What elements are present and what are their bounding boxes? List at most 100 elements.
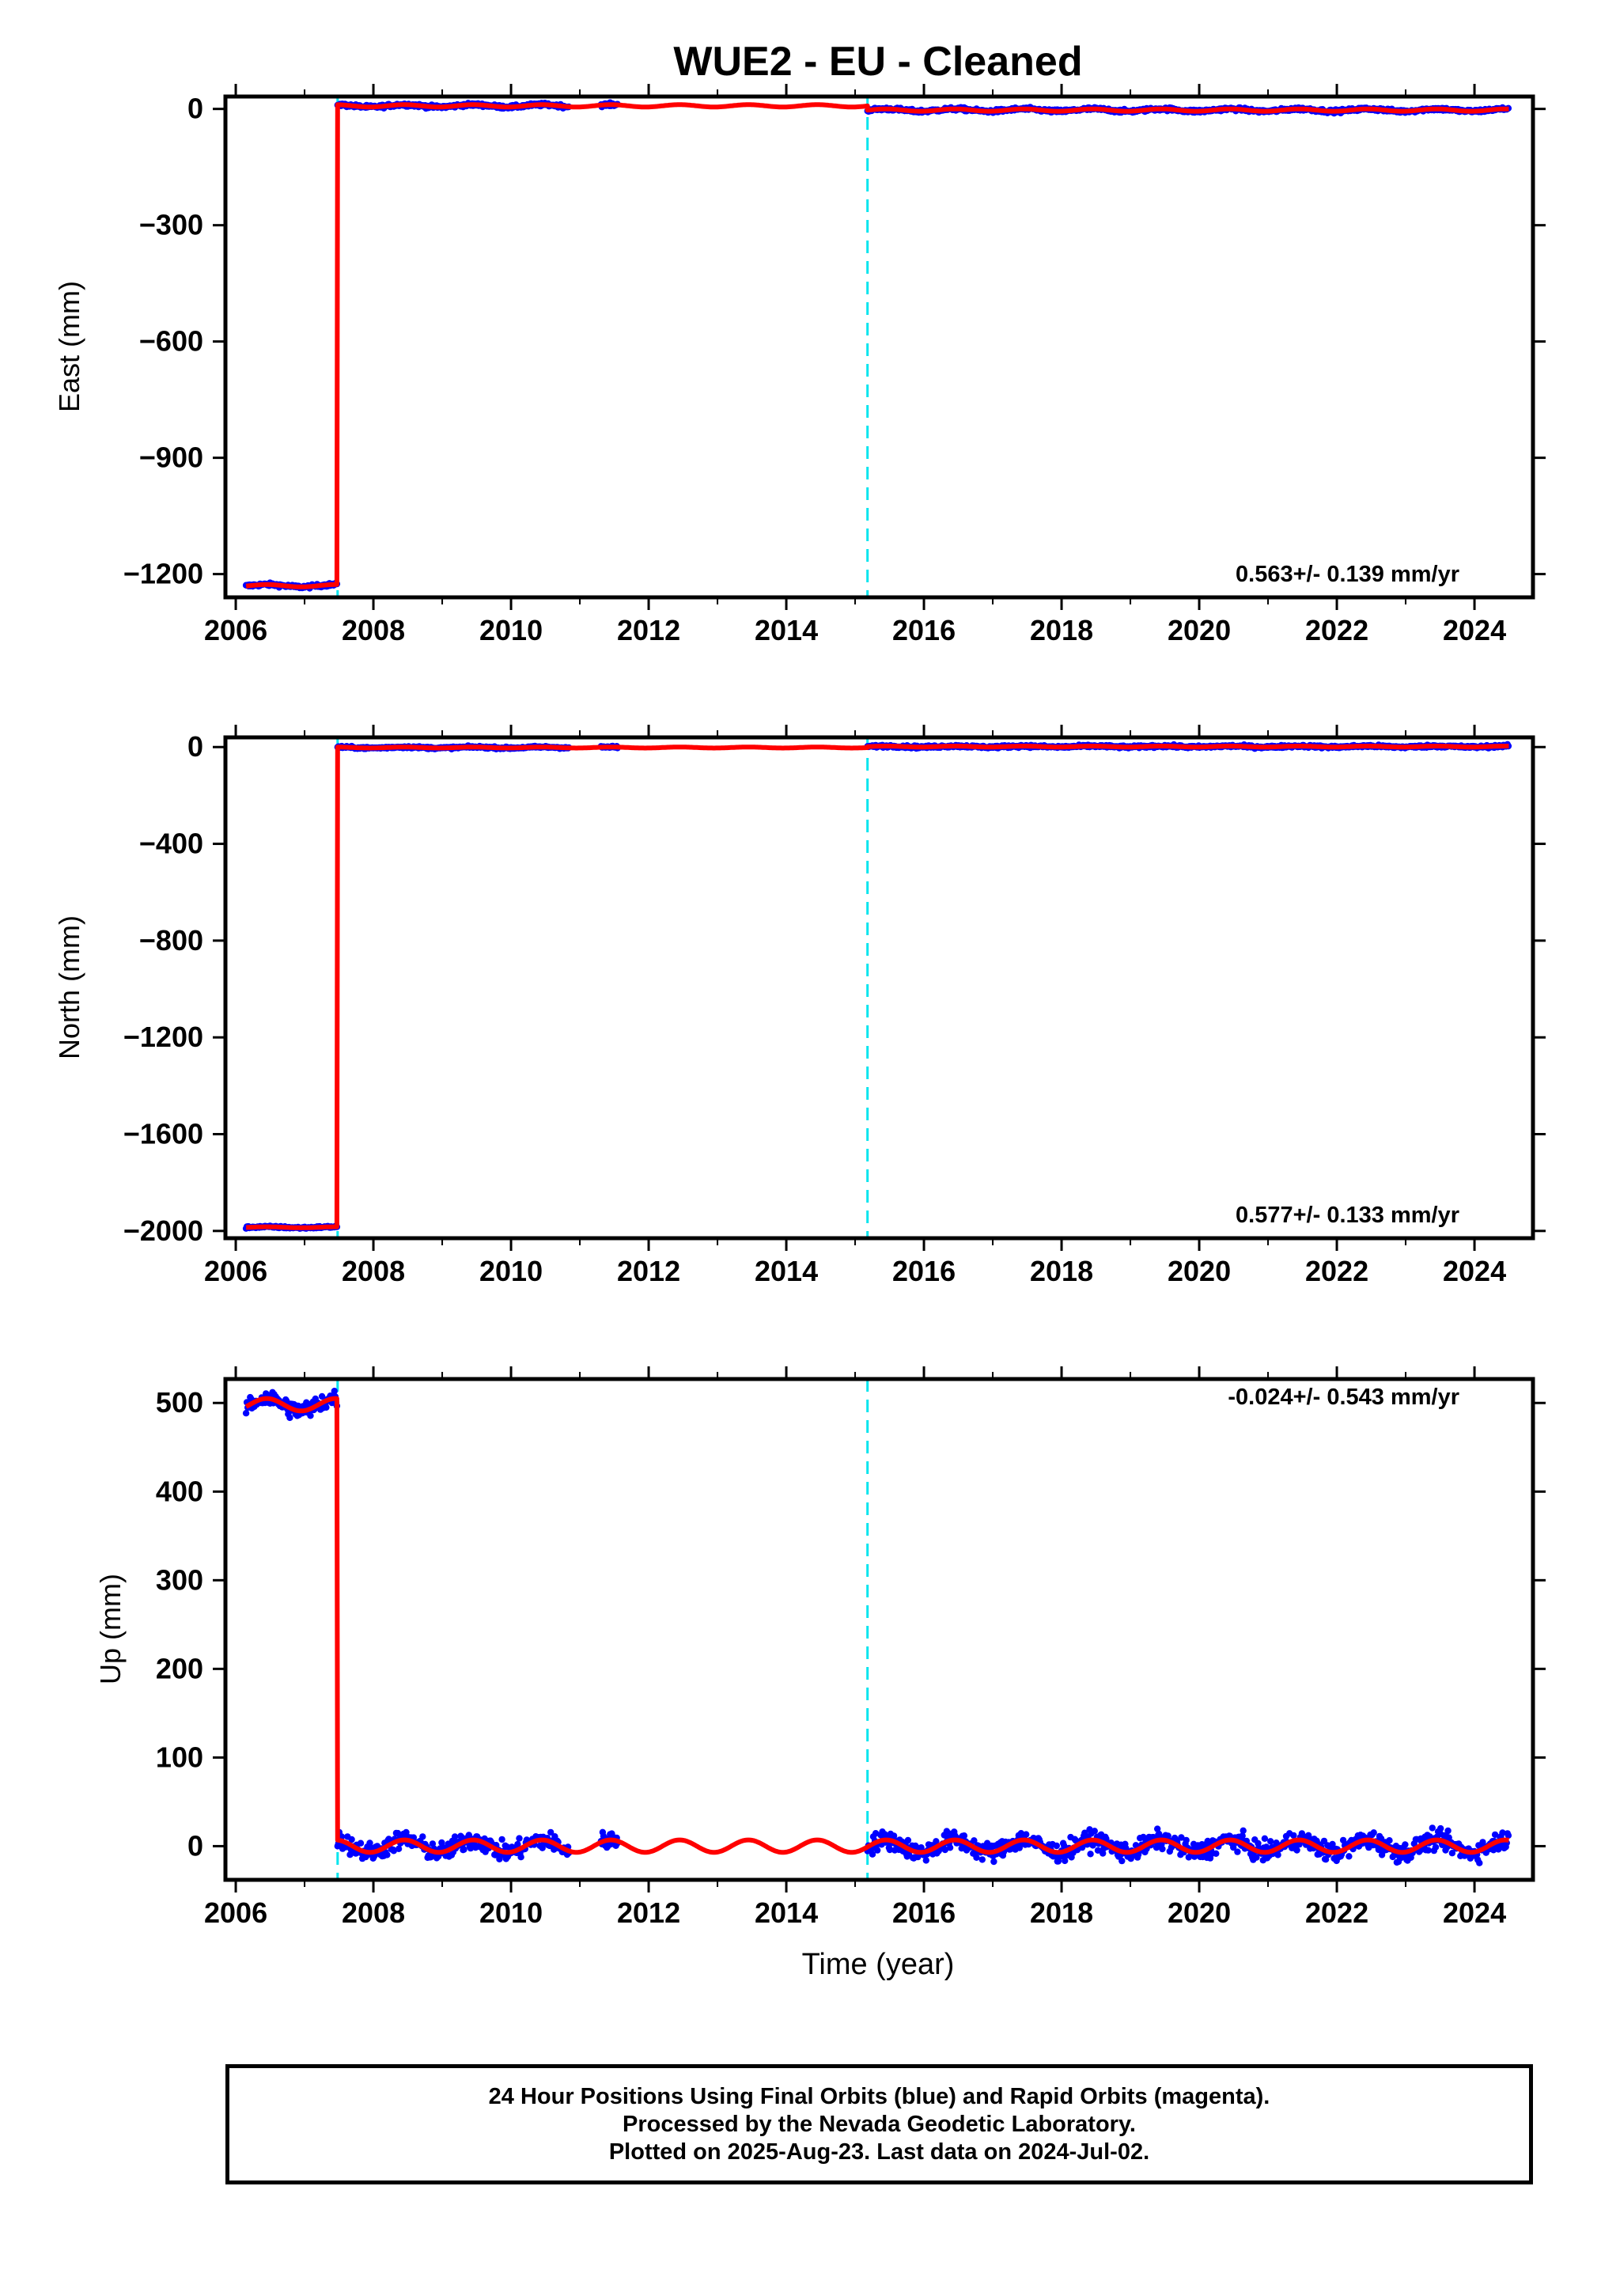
observation-point [1261, 1835, 1269, 1842]
north-plot-area: 2006 2008 2010 2012 2014 2016 2018 2020 2022 2024… [123, 725, 1546, 1287]
observation-point [1118, 1857, 1126, 1865]
east-plot-area: 2006 2008 2010 2012 2014 2016 2018 2020 2022 2024… [123, 84, 1546, 646]
observation-point [460, 1846, 467, 1853]
east-y-tick-label: −900 [139, 441, 203, 474]
observation-point [517, 1854, 524, 1861]
observation-point [1087, 1851, 1094, 1858]
north-x-tick-label: 2010 [479, 1255, 543, 1287]
observation-point [1274, 1851, 1281, 1858]
north-model-fit-line [244, 744, 1510, 1230]
observation-point [395, 1845, 403, 1852]
observation-point [242, 1410, 250, 1417]
observation-point [960, 1832, 968, 1839]
north-x-tick-label: 2022 [1305, 1255, 1368, 1287]
north-y-tick-label: −2000 [123, 1214, 203, 1247]
north-y-tick-label: −1200 [123, 1021, 203, 1053]
north-y-tick-label: −800 [139, 924, 203, 957]
up-model-fit-line [244, 1396, 1510, 1855]
observation-point [1346, 1853, 1353, 1860]
up-axes-frame [223, 1377, 1535, 1882]
up-y-tick-label: 500 [156, 1386, 203, 1419]
observation-point [874, 1847, 881, 1854]
up-y-tick-label: 200 [156, 1652, 203, 1684]
observation-point [990, 1858, 997, 1866]
observation-point [307, 1412, 314, 1419]
observation-point [286, 1414, 293, 1422]
east-observations [242, 99, 1512, 592]
observation-point [1386, 1837, 1393, 1844]
observation-point [451, 1833, 459, 1840]
north-y-tick-label: −400 [139, 828, 203, 860]
x-axis-label: Time (year) [802, 1948, 955, 1981]
up-y-tick-label: 0 [187, 1829, 203, 1862]
up-x-tick-label: 2016 [892, 1896, 956, 1929]
observation-point [1159, 1845, 1166, 1853]
observation-point [946, 1844, 954, 1851]
observation-point [498, 1836, 505, 1843]
panel-east: 2006 2008 2010 2012 2014 2016 2018 2020 2022 2024… [53, 84, 1546, 646]
east-x-tick-label: 2016 [892, 614, 956, 646]
observation-point [419, 1833, 426, 1840]
up-x-tick-label: 2006 [204, 1896, 267, 1929]
east-x-tick-label: 2020 [1168, 614, 1231, 646]
observation-point [978, 1856, 986, 1863]
observation-point [1091, 1828, 1099, 1835]
up-observations [242, 1388, 1512, 1866]
footer-line-1: 24 Hour Positions Using Final Orbits (bl… [488, 2083, 1270, 2109]
observation-point [1425, 1847, 1432, 1854]
up-x-tick-label: 2014 [755, 1896, 818, 1929]
north-y-axis-label: North (mm) [53, 915, 85, 1059]
north-x-tick-label: 2014 [755, 1255, 818, 1287]
observation-point [1267, 1838, 1274, 1845]
observation-point [973, 1854, 980, 1861]
north-observations [242, 741, 1512, 1233]
east-x-tick-label: 2024 [1443, 614, 1506, 646]
north-x-tick-label: 2012 [617, 1255, 680, 1287]
east-model-fit-line [244, 102, 1510, 589]
observation-point [1213, 1850, 1220, 1857]
east-y-tick-label: −600 [139, 325, 203, 358]
observation-point [1429, 1824, 1436, 1832]
observation-point [1240, 1827, 1247, 1834]
observation-point [1293, 1847, 1300, 1854]
footer-caption-box: 24 Hour Positions Using Final Orbits (bl… [225, 2064, 1533, 2184]
up-y-axis-label: Up (mm) [94, 1574, 127, 1684]
north-x-tick-label: 2006 [204, 1255, 267, 1287]
observation-point [1432, 1843, 1440, 1851]
north-x-tick-label: 2008 [342, 1255, 405, 1287]
observation-point [331, 1388, 338, 1395]
north-y-tick-label: −1600 [123, 1118, 203, 1150]
east-x-tick-label: 2022 [1305, 614, 1368, 646]
up-x-tick-label: 2012 [617, 1896, 680, 1929]
observation-point [904, 1836, 912, 1844]
observation-point [1444, 1827, 1451, 1835]
observation-point [516, 1835, 523, 1842]
panel-north: 2006 2008 2010 2012 2014 2016 2018 2020 2022 2024… [53, 725, 1546, 1287]
east-rate-label: 0.563+/- 0.139 mm/yr [1236, 562, 1459, 587]
north-y-tick-label: 0 [187, 730, 203, 763]
observation-point [384, 1851, 391, 1858]
up-y-tick-label: 100 [156, 1741, 203, 1773]
observation-point [1183, 1836, 1190, 1844]
up-x-tick-label: 2020 [1168, 1896, 1231, 1929]
observation-point [1234, 1848, 1241, 1855]
up-plot-area: 2006 2008 2010 2012 2014 2016 2018 2020 2022 2024… [156, 1366, 1546, 1929]
observation-point [1023, 1831, 1030, 1838]
observation-point [1476, 1859, 1483, 1866]
observation-point [1370, 1829, 1377, 1836]
east-y-axis-label: East (mm) [53, 281, 85, 412]
observation-point [357, 1839, 365, 1847]
north-rate-label: 0.577+/- 0.133 mm/yr [1236, 1203, 1459, 1228]
north-x-tick-label: 2016 [892, 1255, 956, 1287]
up-y-tick-label: 300 [156, 1563, 203, 1596]
up-x-tick-label: 2022 [1305, 1896, 1368, 1929]
observation-point [1053, 1842, 1061, 1850]
east-x-tick-label: 2018 [1030, 614, 1093, 646]
east-x-tick-label: 2010 [479, 614, 543, 646]
east-y-tick-label: −300 [139, 209, 203, 241]
north-x-tick-label: 2024 [1443, 1255, 1506, 1287]
footer-line-2: Processed by the Nevada Geodetic Laborat… [623, 2111, 1136, 2137]
east-y-tick-label: −1200 [123, 558, 203, 590]
observation-point [323, 1404, 330, 1411]
